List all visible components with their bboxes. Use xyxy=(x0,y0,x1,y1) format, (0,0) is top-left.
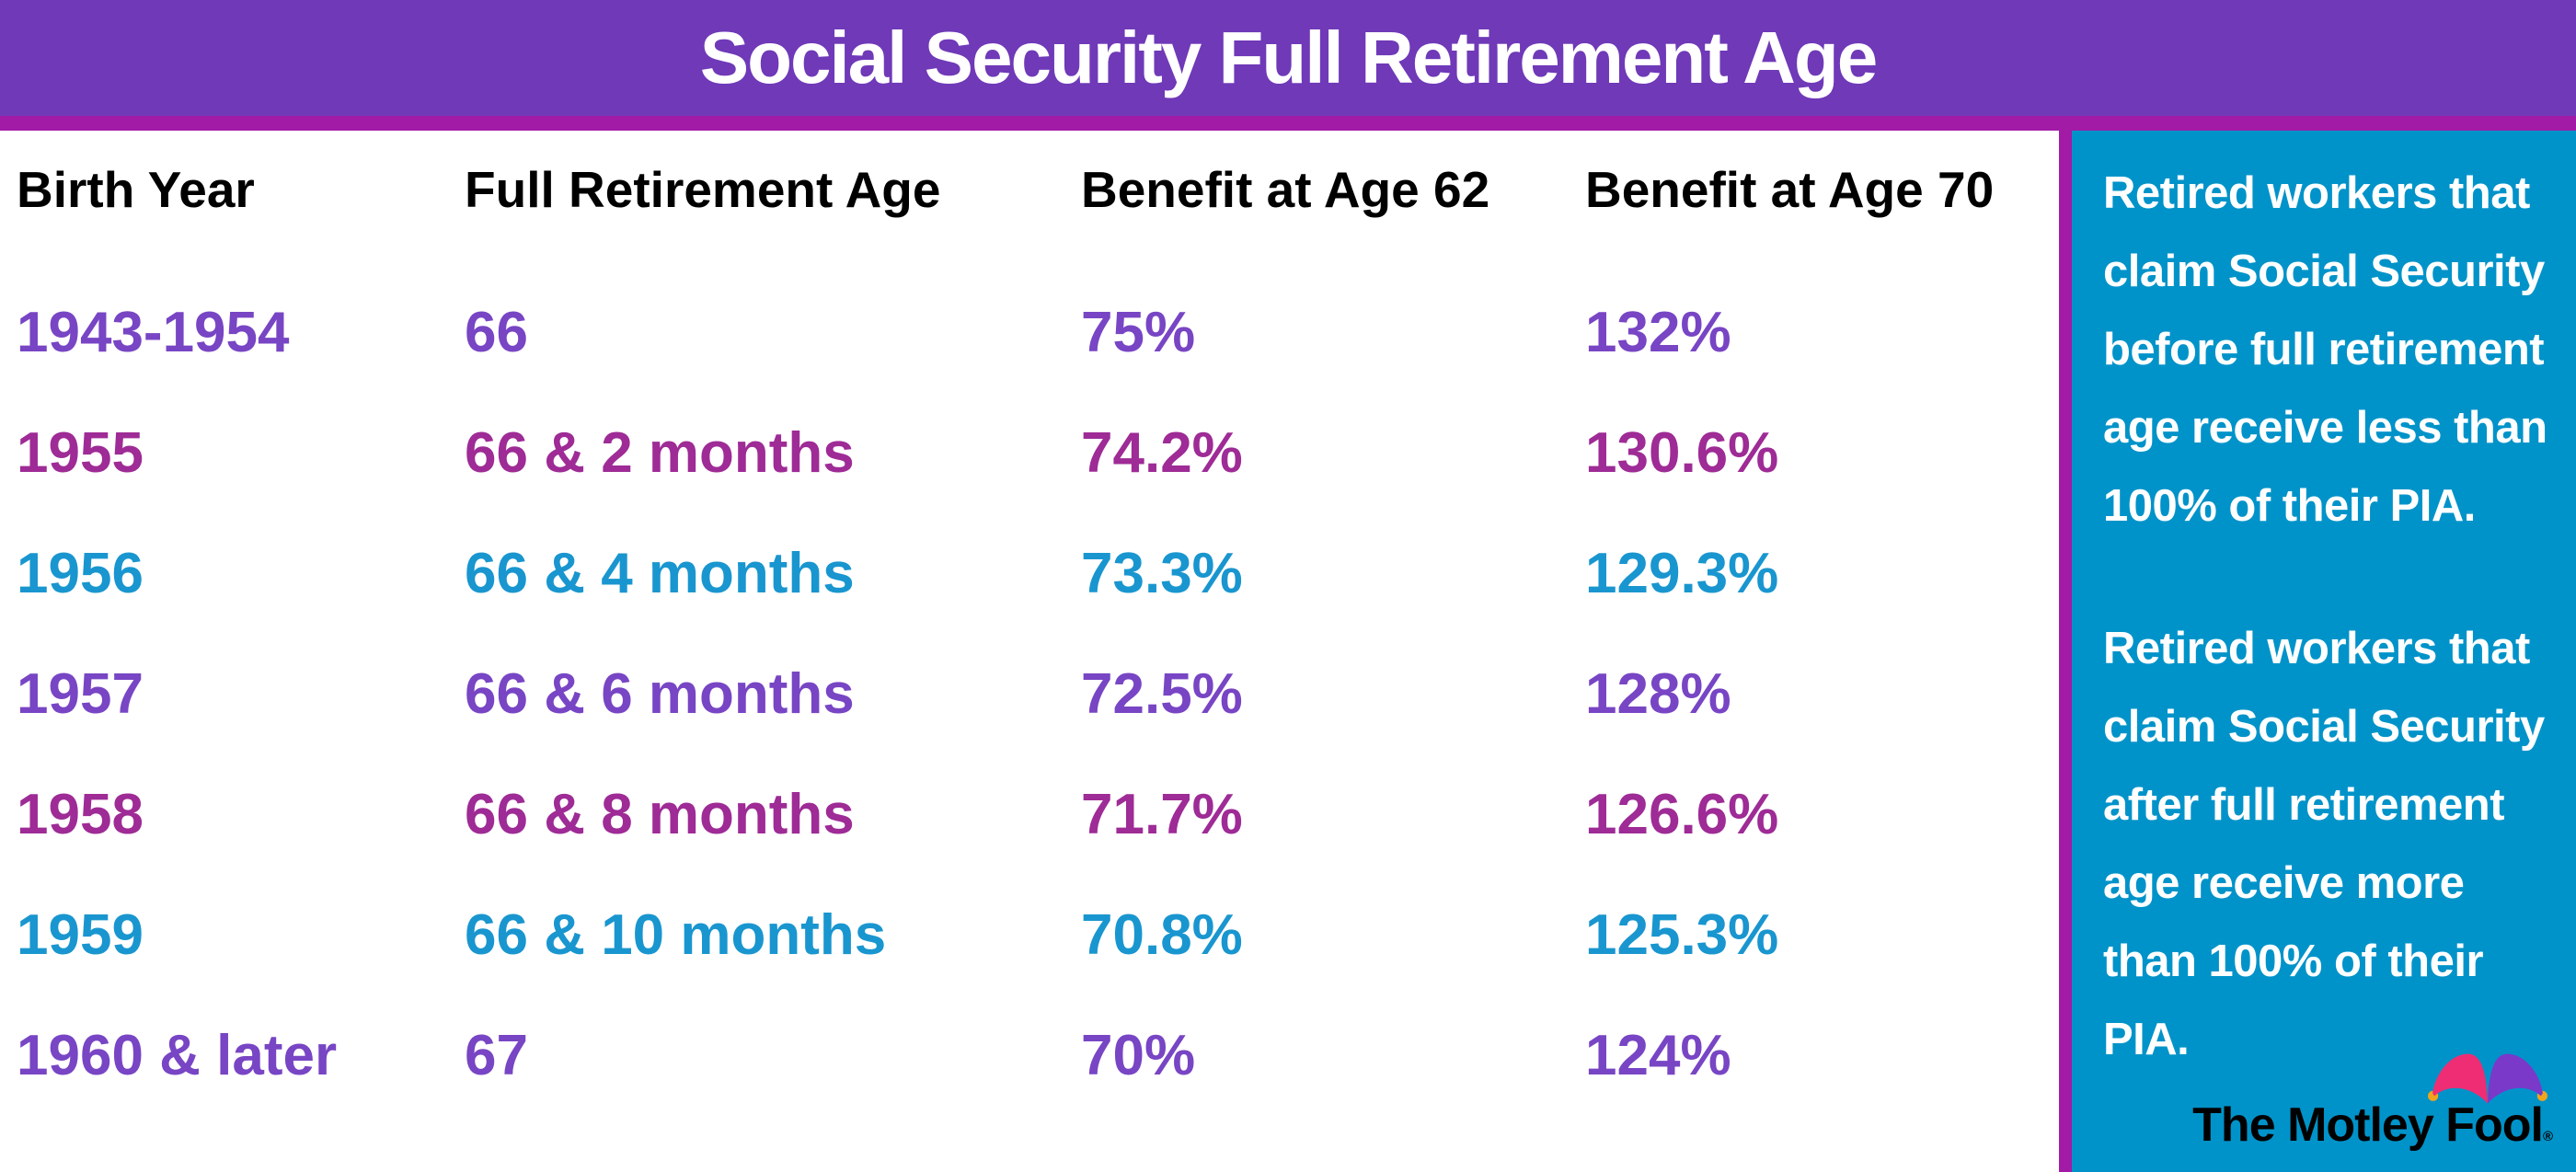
full-retirement-age-cell: 66 & 6 months xyxy=(465,662,855,726)
benefit-70-cell: 124% xyxy=(1585,1024,1731,1087)
info-paragraph-1: Retired workers that claim Social Securi… xyxy=(2103,168,2547,531)
benefit-70-cell: 128% xyxy=(1585,662,1731,726)
benefit-70-cell: 129.3% xyxy=(1585,542,1779,605)
table-header-row: Birth Year Full Retirement Age Benefit a… xyxy=(17,131,2041,248)
column-header-birth-year: Birth Year xyxy=(17,161,255,218)
benefit-70-cell: 125.3% xyxy=(1585,903,1779,967)
benefit-62-cell: 70% xyxy=(1081,1024,1196,1087)
table-row: 1958 66 & 8 months 71.7% 126.6% xyxy=(17,754,2041,875)
registered-trademark: ® xyxy=(2542,1129,2553,1145)
full-retirement-age-cell: 66 & 2 months xyxy=(465,421,855,485)
benefit-62-cell: 74.2% xyxy=(1081,421,1243,485)
birth-year-cell: 1959 xyxy=(17,903,144,967)
full-retirement-age-cell: 66 & 8 months xyxy=(465,783,855,846)
full-retirement-age-cell: 66 & 10 months xyxy=(465,903,887,967)
full-retirement-age-cell: 66 xyxy=(465,301,528,364)
info-panel: Retired workers that claim Social Securi… xyxy=(2072,131,2576,1172)
benefit-62-cell: 72.5% xyxy=(1081,662,1243,726)
logo-text: The Motley Fool xyxy=(2192,1098,2544,1153)
info-paragraph-2: Retired workers that claim Social Securi… xyxy=(2103,624,2545,1064)
birth-year-cell: 1955 xyxy=(17,421,144,485)
table-row: 1959 66 & 10 months 70.8% 125.3% xyxy=(17,875,2041,995)
birth-year-cell: 1958 xyxy=(17,783,144,846)
divider-line xyxy=(0,116,2576,131)
full-retirement-age-cell: 67 xyxy=(465,1024,528,1087)
page-title: Social Security Full Retirement Age xyxy=(699,17,1879,98)
column-header-benefit-age-62: Benefit at Age 62 xyxy=(1081,161,1490,218)
table-row: 1943-1954 66 75% 132% xyxy=(17,272,2041,393)
benefit-62-cell: 73.3% xyxy=(1081,542,1243,605)
column-header-benefit-age-70: Benefit at Age 70 xyxy=(1585,161,1995,218)
birth-year-cell: 1956 xyxy=(17,542,144,605)
benefit-70-cell: 130.6% xyxy=(1585,421,1779,485)
benefit-70-cell: 126.6% xyxy=(1585,783,1779,846)
table-row: 1956 66 & 4 months 73.3% 129.3% xyxy=(17,513,2041,634)
logo-line: The Motley Fool® xyxy=(2192,1098,2553,1154)
benefit-62-cell: 71.7% xyxy=(1081,783,1243,846)
birth-year-cell: 1943-1954 xyxy=(17,301,290,364)
birth-year-cell: 1957 xyxy=(17,662,144,726)
title-banner: Social Security Full Retirement Age xyxy=(0,0,2576,116)
column-header-full-retirement-age: Full Retirement Age xyxy=(465,161,941,218)
benefit-70-cell: 132% xyxy=(1585,301,1731,364)
table-row: 1957 66 & 6 months 72.5% 128% xyxy=(17,634,2041,754)
jester-hat-icon xyxy=(2428,1053,2547,1104)
retirement-table: Birth Year Full Retirement Age Benefit a… xyxy=(17,131,2041,1116)
birth-year-cell: 1960 & later xyxy=(17,1024,338,1087)
table-row: 1955 66 & 2 months 74.2% 130.6% xyxy=(17,393,2041,513)
benefit-62-cell: 70.8% xyxy=(1081,903,1243,967)
info-panel-border: Retired workers that claim Social Securi… xyxy=(2059,116,2576,1172)
benefit-62-cell: 75% xyxy=(1081,301,1196,364)
full-retirement-age-cell: 66 & 4 months xyxy=(465,542,855,605)
table-row: 1960 & later 67 70% 124% xyxy=(17,995,2041,1116)
motley-fool-logo: The Motley Fool® xyxy=(2192,1045,2553,1154)
